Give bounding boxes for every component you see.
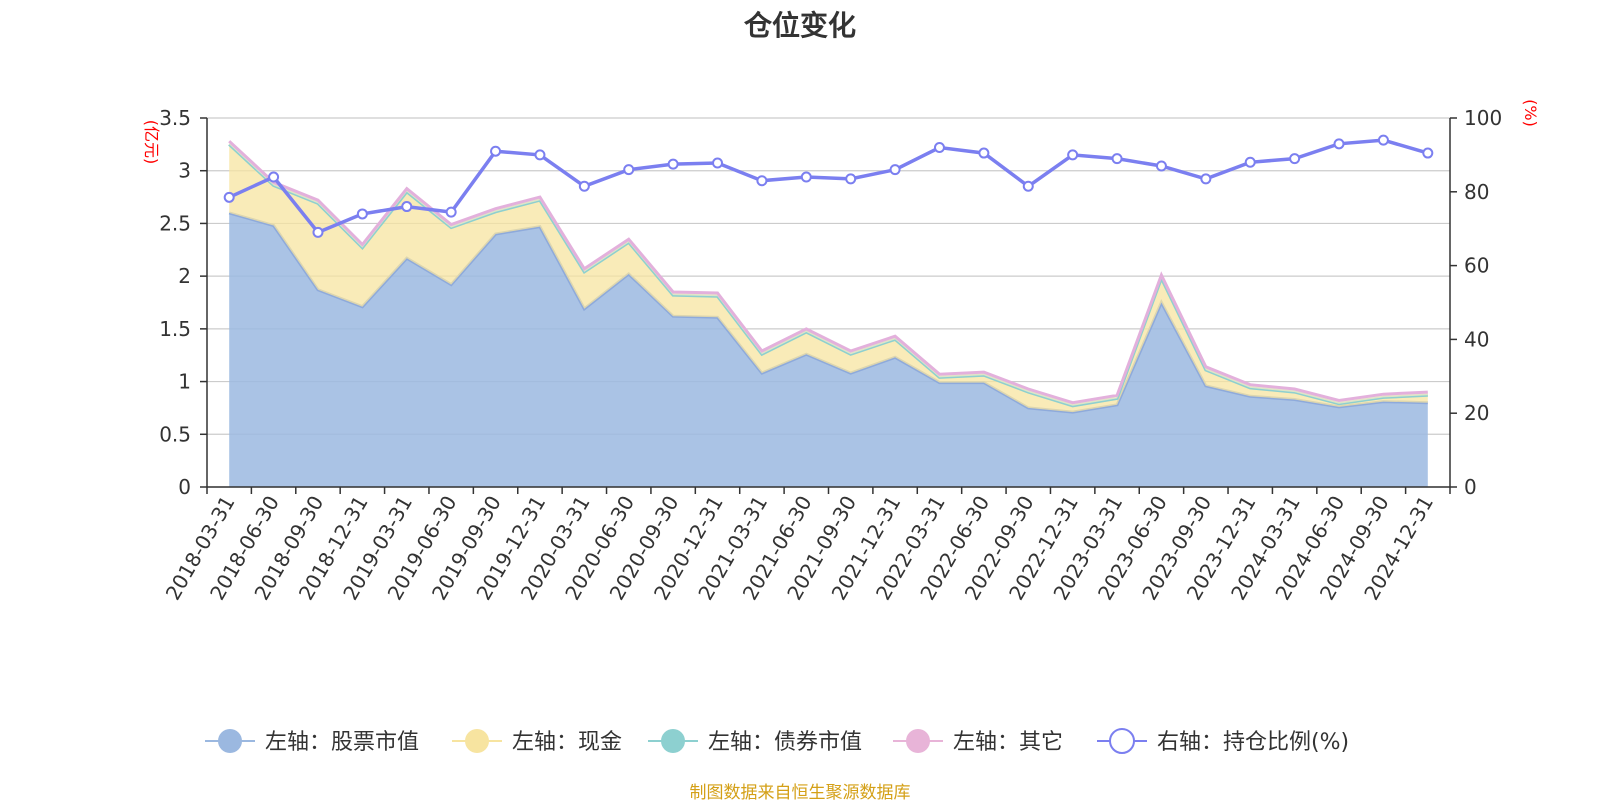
left-axis-tick-label: 1.5 xyxy=(159,317,191,341)
ratio-layer xyxy=(223,134,1434,238)
chart-title: 仓位变化 xyxy=(743,9,856,42)
ratio-point xyxy=(1289,153,1301,165)
legend-label: 右轴：持仓比例(%) xyxy=(1157,730,1349,755)
right-axis-tick-label: 80 xyxy=(1464,180,1489,204)
legend-label: 左轴：股票市值 xyxy=(265,730,419,755)
legend-marker xyxy=(661,729,685,753)
left-axis-tick-label: 2.5 xyxy=(159,211,191,235)
area-0 xyxy=(229,212,1428,487)
left-axis-tick-label: 3.5 xyxy=(159,106,191,130)
ratio-point xyxy=(712,157,724,169)
source-note: 制图数据来自恒生聚源数据库 xyxy=(689,783,911,803)
ratio-point xyxy=(1111,153,1123,165)
ratio-point xyxy=(1377,134,1389,146)
legend-item-1: 左轴：现金 xyxy=(452,729,622,755)
ratio-point xyxy=(223,191,235,203)
legend-item-4: 右轴：持仓比例(%) xyxy=(1097,728,1349,755)
legend-marker xyxy=(218,729,242,753)
legend-marker xyxy=(1109,728,1135,754)
area-1 xyxy=(229,144,1428,413)
ratio-point xyxy=(978,147,990,159)
ratio-point xyxy=(800,171,812,183)
right-axis-tick-label: 0 xyxy=(1464,475,1477,499)
ratio-point xyxy=(845,173,857,185)
legend-item-2: 左轴：债券市值 xyxy=(648,729,862,755)
ratio-point xyxy=(756,175,768,187)
ratio-point xyxy=(1333,138,1345,150)
left-axis-tick-label: 0 xyxy=(178,475,191,499)
ratio-point xyxy=(667,158,679,170)
legend-marker xyxy=(465,729,489,753)
ratio-point xyxy=(1200,173,1212,185)
ratio-point xyxy=(534,149,546,161)
ratio-point xyxy=(445,206,457,218)
right-axis-tick-label: 40 xyxy=(1464,327,1489,351)
ratio-point xyxy=(268,171,280,183)
ratio-point xyxy=(623,164,635,176)
ratio-point xyxy=(1022,180,1034,192)
area-line-3 xyxy=(228,140,1428,405)
ratio-point xyxy=(356,208,368,220)
ratio-point xyxy=(933,142,945,154)
left-axis-tick-label: 3 xyxy=(178,159,191,183)
legend-item-0: 左轴：股票市值 xyxy=(205,729,419,755)
right-axis-unit: (%) xyxy=(1521,99,1540,127)
ratio-point xyxy=(401,201,413,213)
ratio-point xyxy=(312,226,324,238)
ratio-line xyxy=(228,138,1429,235)
legend-label: 左轴：债券市值 xyxy=(708,730,862,755)
ratio-point xyxy=(490,145,502,157)
left-axis-tick-label: 2 xyxy=(178,264,191,288)
right-axis-tick-label: 60 xyxy=(1464,254,1489,278)
ratio-point xyxy=(889,164,901,176)
legend-label: 左轴：现金 xyxy=(512,730,622,755)
ratio-point xyxy=(1155,160,1167,172)
ratio-point xyxy=(578,180,590,192)
legend-layer: 左轴：股票市值 左轴：现金 左轴：债券市值 左轴：其它 右轴：持仓比例(%) xyxy=(205,728,1349,755)
left-axis-tick-label: 1 xyxy=(178,370,191,394)
right-axis-tick-label: 20 xyxy=(1464,401,1489,425)
ratio-point xyxy=(1067,149,1079,161)
right-axis-tick-label: 100 xyxy=(1464,106,1502,130)
legend-label: 左轴：其它 xyxy=(953,730,1063,755)
area-layer xyxy=(228,140,1428,487)
left-axis-tick-label: 0.5 xyxy=(159,422,191,446)
legend-item-3: 左轴：其它 xyxy=(893,729,1063,755)
left-axis-unit: (亿元) xyxy=(142,120,161,165)
ratio-point xyxy=(1422,147,1434,159)
legend-marker xyxy=(906,729,930,753)
ratio-point xyxy=(1244,156,1256,168)
